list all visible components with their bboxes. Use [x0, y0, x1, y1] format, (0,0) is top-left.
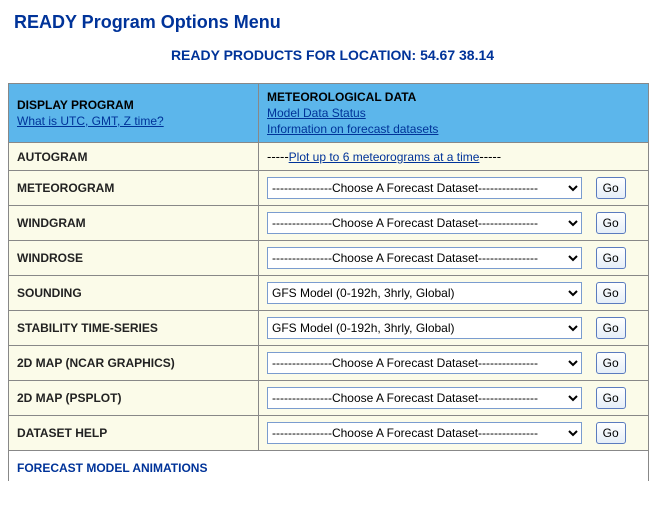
- section-forecast: FORECAST MODEL ANIMATIONS: [9, 451, 649, 482]
- autogram-prefix: -----: [267, 149, 289, 164]
- dataset-help-label: DATASET HELP: [9, 416, 259, 451]
- meteorogram-select[interactable]: ---------------Choose A Forecast Dataset…: [267, 177, 582, 199]
- autogram-label: AUTOGRAM: [9, 143, 259, 171]
- options-table: DISPLAY PROGRAM What is UTC, GMT, Z time…: [8, 83, 649, 481]
- map-ncar-label: 2D MAP (NCAR GRAPHICS): [9, 346, 259, 381]
- header-right-title: METEOROLOGICAL DATA: [267, 90, 416, 104]
- sounding-select[interactable]: GFS Model (0-192h, 3hrly, Global): [267, 282, 582, 304]
- row-sounding: SOUNDING GFS Model (0-192h, 3hrly, Globa…: [9, 276, 649, 311]
- row-stability: STABILITY TIME-SERIES GFS Model (0-192h,…: [9, 311, 649, 346]
- windrose-select[interactable]: ---------------Choose A Forecast Dataset…: [267, 247, 582, 269]
- row-windrose: WINDROSE ---------------Choose A Forecas…: [9, 241, 649, 276]
- windgram-select[interactable]: ---------------Choose A Forecast Dataset…: [267, 212, 582, 234]
- meteorogram-go-button[interactable]: Go: [596, 177, 626, 199]
- row-map-psplot: 2D MAP (PSPLOT) ---------------Choose A …: [9, 381, 649, 416]
- sounding-go-button[interactable]: Go: [596, 282, 626, 304]
- row-map-ncar: 2D MAP (NCAR GRAPHICS) ---------------Ch…: [9, 346, 649, 381]
- location-coords: 54.67 38.14: [420, 47, 494, 63]
- autogram-link[interactable]: Plot up to 6 meteorograms at a time: [289, 150, 480, 164]
- meteorogram-label: METEOROGRAM: [9, 171, 259, 206]
- location-prefix: READY PRODUCTS FOR LOCATION:: [171, 47, 416, 63]
- page-title: READY Program Options Menu: [14, 12, 657, 33]
- map-ncar-go-button[interactable]: Go: [596, 352, 626, 374]
- row-windgram: WINDGRAM ---------------Choose A Forecas…: [9, 206, 649, 241]
- dataset-info-link[interactable]: Information on forecast datasets: [267, 122, 640, 136]
- header-right: METEOROLOGICAL DATA Model Data Status In…: [259, 84, 649, 143]
- location-line: READY PRODUCTS FOR LOCATION: 54.67 38.14: [8, 47, 657, 63]
- windgram-label: WINDGRAM: [9, 206, 259, 241]
- autogram-cell: -----Plot up to 6 meteorograms at a time…: [259, 143, 649, 171]
- dataset-help-select[interactable]: ---------------Choose A Forecast Dataset…: [267, 422, 582, 444]
- stability-select[interactable]: GFS Model (0-192h, 3hrly, Global): [267, 317, 582, 339]
- map-psplot-go-button[interactable]: Go: [596, 387, 626, 409]
- header-left-title: DISPLAY PROGRAM: [17, 98, 134, 112]
- header-row: DISPLAY PROGRAM What is UTC, GMT, Z time…: [9, 84, 649, 143]
- autogram-suffix: -----: [479, 149, 501, 164]
- map-ncar-select[interactable]: ---------------Choose A Forecast Dataset…: [267, 352, 582, 374]
- map-psplot-label: 2D MAP (PSPLOT): [9, 381, 259, 416]
- utc-link[interactable]: What is UTC, GMT, Z time?: [17, 114, 250, 128]
- sounding-label: SOUNDING: [9, 276, 259, 311]
- stability-go-button[interactable]: Go: [596, 317, 626, 339]
- row-meteorogram: METEOROGRAM ---------------Choose A Fore…: [9, 171, 649, 206]
- header-left: DISPLAY PROGRAM What is UTC, GMT, Z time…: [9, 84, 259, 143]
- windrose-go-button[interactable]: Go: [596, 247, 626, 269]
- windgram-go-button[interactable]: Go: [596, 212, 626, 234]
- row-dataset-help: DATASET HELP ---------------Choose A For…: [9, 416, 649, 451]
- row-autogram: AUTOGRAM -----Plot up to 6 meteorograms …: [9, 143, 649, 171]
- dataset-help-go-button[interactable]: Go: [596, 422, 626, 444]
- windrose-label: WINDROSE: [9, 241, 259, 276]
- map-psplot-select[interactable]: ---------------Choose A Forecast Dataset…: [267, 387, 582, 409]
- model-status-link[interactable]: Model Data Status: [267, 106, 640, 120]
- section-forecast-label: FORECAST MODEL ANIMATIONS: [9, 451, 649, 482]
- stability-label: STABILITY TIME-SERIES: [9, 311, 259, 346]
